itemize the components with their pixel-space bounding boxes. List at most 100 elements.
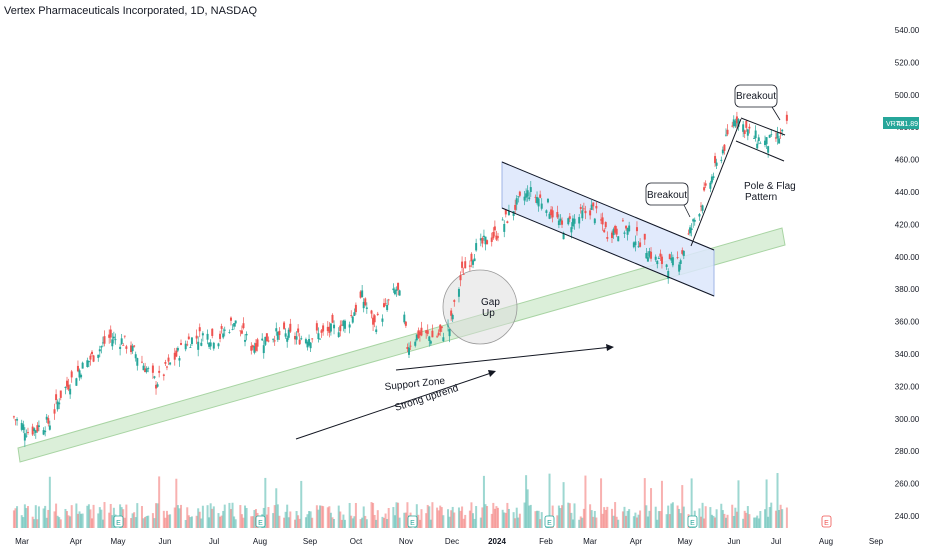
volume-bar — [660, 480, 663, 528]
candle-body — [774, 137, 777, 139]
candle-body — [317, 333, 320, 340]
candle-body — [123, 335, 126, 337]
candle-body — [417, 330, 420, 338]
candle-body — [431, 330, 434, 338]
candle-body — [393, 290, 396, 295]
volume-bar — [311, 517, 314, 528]
candle-body — [637, 246, 640, 248]
candle-body — [715, 162, 718, 166]
candle-body — [361, 290, 364, 298]
candle-body — [206, 333, 209, 340]
volume-bar — [492, 502, 495, 528]
volume-bar — [45, 517, 48, 528]
support-zone-band[interactable] — [17, 227, 786, 463]
candle-body — [678, 264, 681, 272]
candle-body — [724, 134, 727, 136]
volume-bar — [209, 503, 212, 528]
candle-body — [448, 329, 451, 337]
volume-bar — [222, 510, 225, 528]
candle-body — [710, 176, 713, 183]
candle-body — [253, 346, 256, 353]
volume-bar — [111, 515, 114, 528]
channel-top-line[interactable] — [501, 161, 715, 251]
candle-body — [714, 156, 717, 164]
candle-body — [595, 205, 598, 209]
candle-body — [151, 365, 154, 373]
candle-body — [643, 233, 646, 240]
volume-bar — [496, 507, 499, 528]
drawing-layer[interactable] — [17, 161, 786, 463]
candle-body — [712, 176, 715, 179]
candle-body — [570, 227, 573, 233]
candle-body — [626, 228, 629, 235]
candle-body — [348, 324, 351, 328]
candle-body — [737, 119, 740, 127]
breakout-callout-1[interactable]: Breakout — [645, 182, 691, 218]
volume-bar — [709, 507, 712, 528]
volume-bar — [704, 506, 707, 528]
volume-bar — [201, 505, 204, 528]
volume-bar — [100, 509, 103, 528]
volume-bar — [142, 518, 145, 528]
volume-bar — [342, 514, 345, 528]
volume-bar — [34, 505, 37, 528]
volume-bar — [189, 517, 192, 528]
candle-body — [178, 358, 181, 361]
candle-body — [364, 298, 367, 306]
candle-body — [495, 235, 498, 240]
volume-bar — [245, 508, 248, 528]
pattern-label: Pattern — [745, 192, 777, 203]
volume-bar — [206, 505, 209, 528]
candle-body — [256, 339, 259, 347]
candle-body — [781, 129, 784, 132]
earnings-marker[interactable]: E — [255, 515, 266, 528]
y-tick-label: 320.00 — [895, 382, 920, 391]
volume-bar — [778, 509, 781, 528]
chart-title: Vertex Pharmaceuticals Incorporated, 1D,… — [4, 5, 258, 17]
time-axis: Mar Apr May Jun Jul Aug Sep Oct Nov Dec 2024 Feb Mar… — [15, 537, 884, 546]
candle-body — [373, 315, 376, 323]
volume-bar — [308, 511, 311, 528]
gap-up-circle[interactable] — [442, 269, 518, 345]
candle-body — [732, 119, 735, 127]
candle-body — [125, 346, 128, 349]
earnings-marker[interactable]: E — [407, 515, 418, 528]
descending-channel[interactable] — [501, 161, 715, 297]
volume-bar — [44, 505, 47, 528]
candle-body — [180, 343, 183, 345]
volume-bar — [250, 516, 253, 528]
gap-arrow-line[interactable] — [395, 346, 613, 371]
earnings-marker[interactable]: E — [544, 515, 555, 528]
uptrend-arrow-line[interactable] — [295, 371, 495, 440]
earnings-marker[interactable]: E — [113, 515, 124, 528]
volume-bar — [55, 503, 58, 528]
candle-body — [64, 386, 67, 388]
breakout-callout-2[interactable]: Breakout — [734, 84, 781, 121]
earnings-marker[interactable]: E — [687, 515, 698, 528]
candle-body — [745, 120, 748, 128]
candle-body — [526, 190, 529, 197]
x-tick-label: Jul — [771, 537, 781, 546]
volume-bar — [242, 517, 245, 528]
volume-bar — [720, 503, 723, 528]
x-tick-label: Oct — [350, 537, 363, 546]
flag-top-line[interactable] — [740, 117, 786, 136]
flag-pole-line[interactable] — [690, 118, 742, 247]
earnings-marker[interactable]: E — [821, 515, 832, 528]
volume-bar — [626, 510, 629, 528]
flag-bottom-line[interactable] — [735, 140, 785, 162]
volume-bar — [589, 504, 592, 528]
candle-body — [297, 328, 300, 333]
candle-body — [337, 332, 340, 338]
volume-bar — [737, 480, 740, 528]
volume-bar — [145, 515, 148, 528]
candle-body — [228, 332, 231, 333]
candle-body — [66, 380, 69, 387]
trend-lines[interactable] — [295, 117, 786, 440]
volume-bar — [526, 489, 529, 528]
candle-body — [372, 317, 375, 325]
volume-bar — [31, 516, 34, 528]
channel-bottom-line[interactable] — [501, 207, 715, 297]
volume-bar — [710, 514, 713, 528]
